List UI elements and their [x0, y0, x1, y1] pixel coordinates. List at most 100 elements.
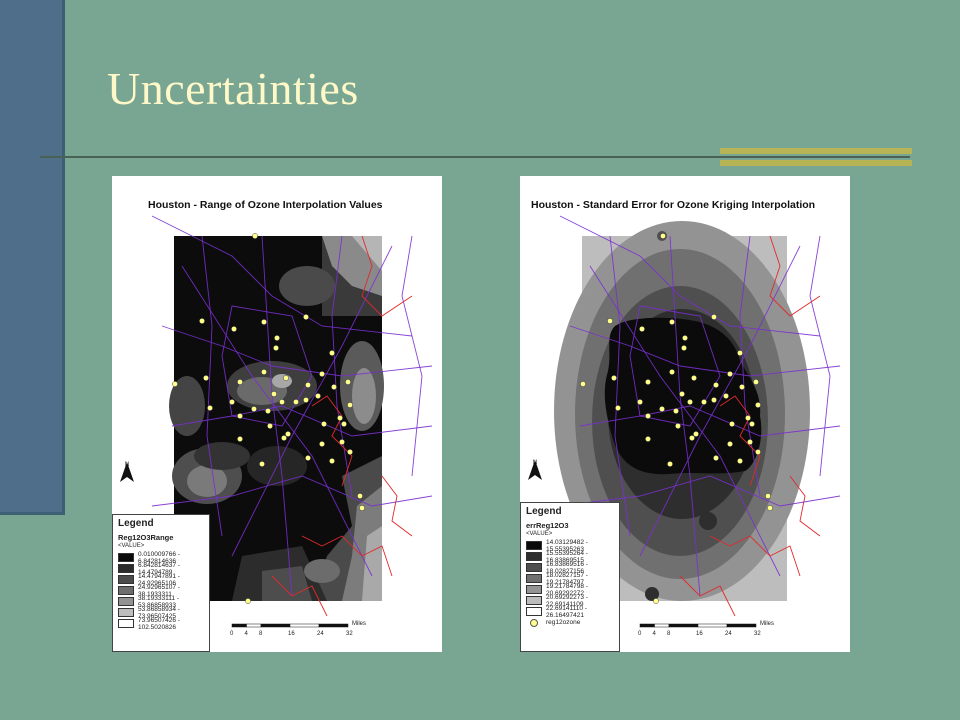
legend-swatch — [118, 608, 134, 617]
legend-class-label: 38.19333111 - 53.86858933 — [138, 594, 179, 609]
ozone-station-point — [755, 449, 761, 455]
ozone-station-point — [645, 413, 651, 419]
ozone-station-point — [321, 421, 327, 427]
highway-line — [739, 235, 761, 497]
ozone-station-point — [675, 423, 681, 429]
coastline-line — [301, 535, 393, 577]
ozone-station-point — [329, 458, 335, 464]
ozone-station-point — [711, 314, 717, 320]
ozone-station-point — [611, 375, 617, 381]
ozone-station-point — [172, 381, 178, 387]
ozone-station-point — [607, 318, 613, 324]
highway-line — [401, 235, 423, 477]
legend-swatch — [526, 585, 542, 594]
map-title: Houston - Standard Error for Ozone Krigi… — [531, 199, 816, 211]
title-accent-bar-bottom — [720, 160, 912, 166]
scale-bar-segment — [231, 623, 247, 628]
legend-swatch — [526, 552, 542, 561]
ozone-station-point — [339, 439, 345, 445]
north-arrow: N — [528, 460, 542, 480]
ozone-station-point — [749, 421, 755, 427]
legend-point-layer-row: reg12ozone — [521, 617, 619, 628]
highway-line — [161, 325, 433, 377]
legend-class-label: 18.02827157 - 19.21784797 — [546, 571, 588, 586]
ozone-station-point — [747, 439, 753, 445]
ozone-station-point — [231, 326, 237, 332]
slide-side-bar — [0, 0, 65, 515]
highway-line — [589, 265, 781, 577]
ozone-station-point — [237, 436, 243, 442]
ozone-station-point — [279, 399, 285, 405]
scale-bar-segment — [639, 623, 655, 628]
legend-swatch — [118, 564, 134, 573]
ozone-station-point — [329, 350, 335, 356]
ozone-station-point — [303, 397, 309, 403]
scale-tick-label: 0 — [638, 631, 642, 637]
coastline-line — [311, 395, 353, 487]
ozone-station-point — [701, 399, 707, 405]
scale-bar-segment — [668, 623, 699, 628]
highway-line — [231, 245, 393, 557]
ozone-station-point — [267, 423, 273, 429]
ozone-station-point — [293, 399, 299, 405]
ozone-station-point — [713, 382, 719, 388]
ozone-station-point — [281, 435, 287, 441]
legend-class-row: 0.010009766 - 6.842814636 — [113, 551, 209, 565]
ozone-station-point — [319, 371, 325, 377]
legend-swatch — [118, 553, 134, 562]
ozone-station-point — [729, 421, 735, 427]
ozone-station-point — [713, 455, 719, 461]
legend-class-row: 14.03129482 - 15.55395263 — [521, 539, 619, 553]
legend-class-label: 24.92965107 - 38.1933311 — [138, 583, 180, 598]
ozone-station-point — [203, 375, 209, 381]
coastline-line — [789, 475, 821, 537]
ozone-station-point — [273, 345, 279, 351]
north-arrow-icon — [528, 460, 542, 480]
highway-line — [151, 475, 433, 507]
highway-line — [559, 215, 821, 337]
ozone-station-point — [765, 493, 771, 499]
ozone-station-point — [669, 319, 675, 325]
title-accent-bar-top — [720, 148, 912, 154]
ozone-station-point — [274, 335, 280, 341]
legend-class-row: 38.19333111 - 53.86858933 — [113, 594, 209, 609]
ozone-station-point — [305, 382, 311, 388]
ozone-station-point — [645, 436, 651, 442]
coastline-line — [679, 575, 736, 617]
map-title: Houston - Range of Ozone Interpolation V… — [148, 199, 383, 211]
highway-line — [609, 235, 631, 537]
ozone-station-point — [727, 371, 733, 377]
ozone-station-point — [727, 441, 733, 447]
ozone-station-point — [347, 402, 353, 408]
scale-tick-label: 8 — [667, 631, 671, 637]
legend-class-label: 15.55395264 - 16.83869515 — [546, 549, 588, 564]
ozone-station-point — [237, 379, 243, 385]
highway-line — [201, 235, 223, 537]
ozone-station-point — [331, 384, 337, 390]
highway-line — [151, 215, 413, 337]
ozone-station-point — [737, 458, 743, 464]
scale-unit-label: Miles — [352, 621, 367, 627]
legend-class-label: 19.21784798 - 20.69292272 — [546, 582, 588, 597]
ozone-station-point — [637, 399, 643, 405]
highway-line — [221, 305, 313, 427]
legend-swatch — [526, 596, 542, 605]
ozone-station-point — [303, 314, 309, 320]
scale-tick-label: 32 — [754, 631, 761, 637]
highway-line — [559, 475, 841, 507]
ozone-station-point — [767, 505, 773, 511]
ozone-station-point — [645, 379, 651, 385]
highway-line — [629, 305, 721, 427]
coastline-line — [361, 235, 413, 317]
ozone-station-point — [319, 441, 325, 447]
coastline-line — [719, 395, 761, 487]
ozone-station-point — [689, 435, 695, 441]
ozone-station-point — [347, 449, 353, 455]
legend-class-row: 20.69292273 - 22.69141109 — [521, 593, 619, 608]
legend-class-label: 20.69292273 - 22.69141109 — [546, 593, 588, 608]
legend-class-label: 6.842814637 - 14.4794789 — [138, 561, 180, 576]
coastline-line — [709, 535, 801, 577]
ozone-station-point — [259, 461, 265, 467]
legend-class-label: 14.47947891 - 24.92965106 — [138, 572, 180, 587]
ozone-station-point — [667, 461, 673, 467]
